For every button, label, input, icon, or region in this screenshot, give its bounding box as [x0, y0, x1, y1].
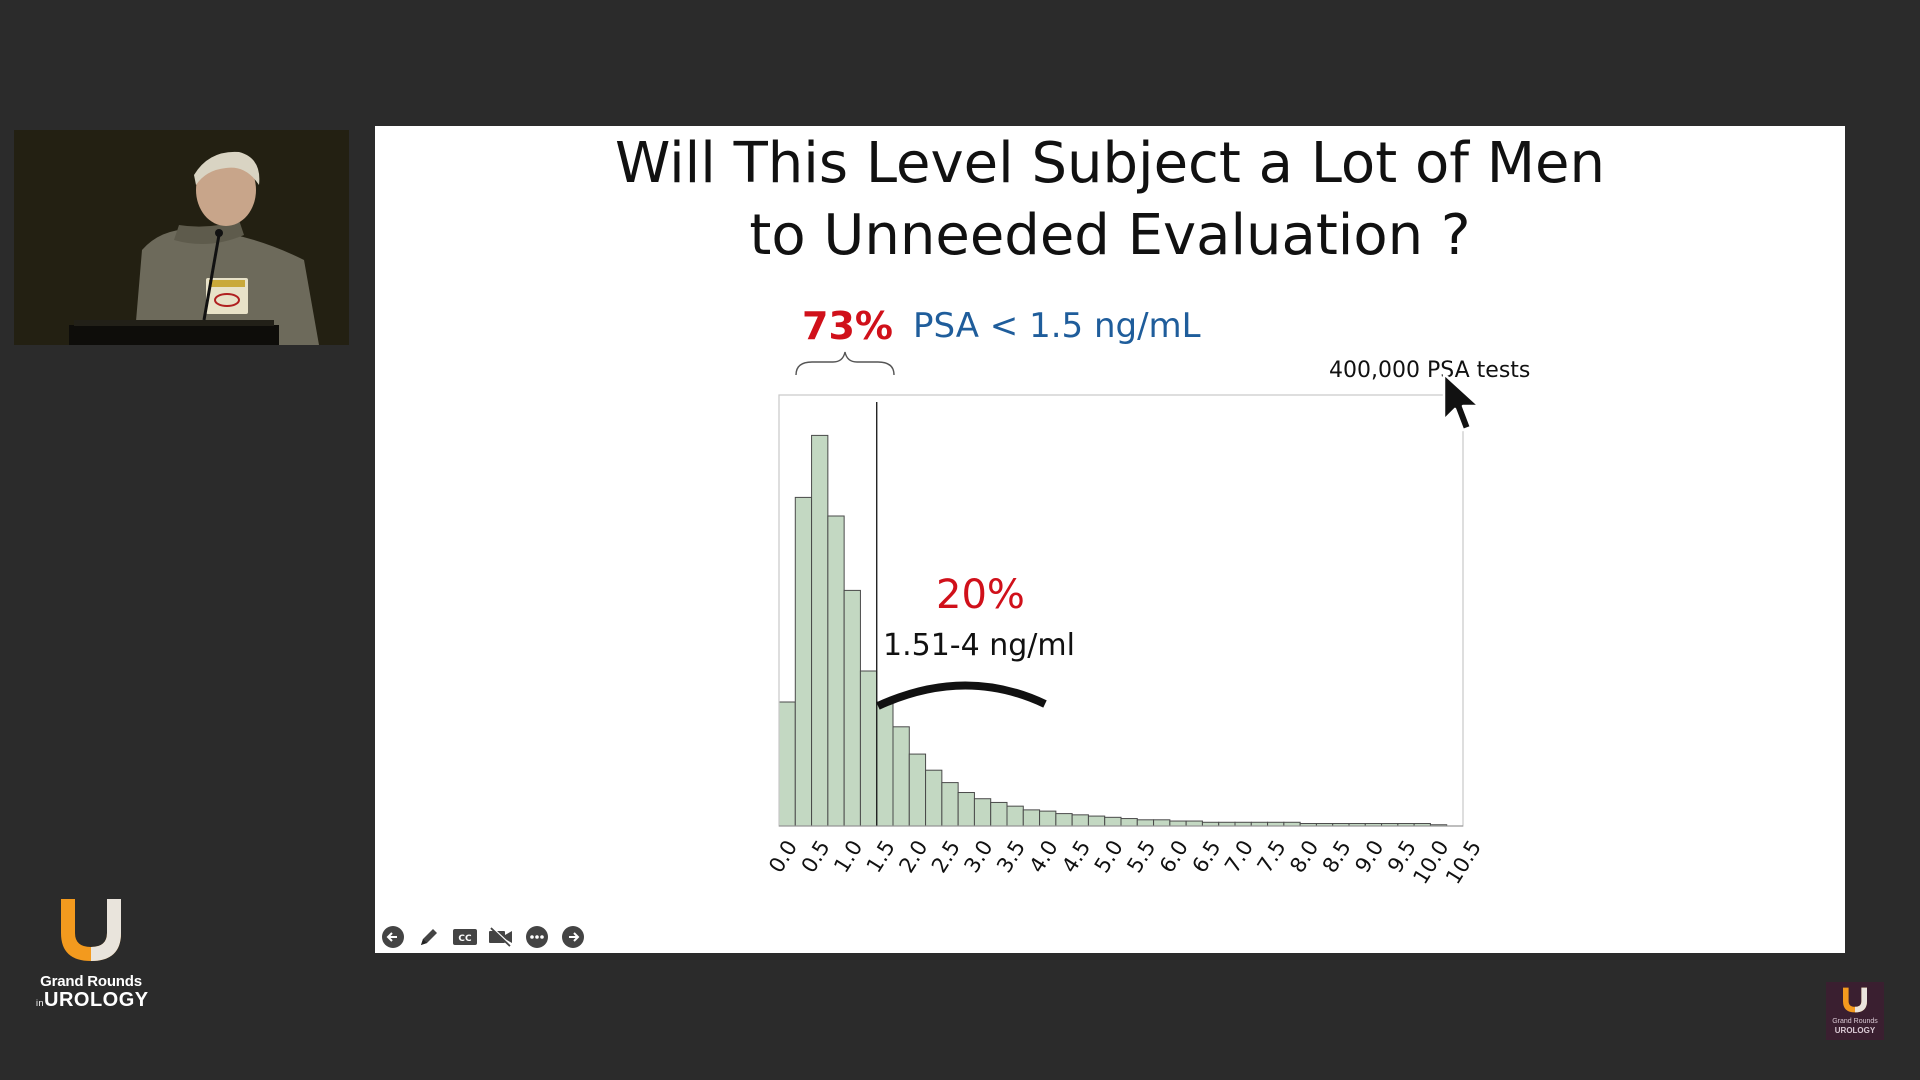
- histogram-axis: [778, 394, 1464, 827]
- histogram-bar: [941, 782, 959, 827]
- histogram-bar: [811, 434, 829, 827]
- arrow-left-icon: [382, 926, 404, 948]
- psa-histogram: 0.00.51.01.52.02.53.03.54.04.55.05.56.06…: [764, 351, 1486, 888]
- histogram-bar: [827, 515, 845, 827]
- x-tick-label: 5.0: [1090, 836, 1128, 877]
- histogram-bar: [1006, 805, 1024, 827]
- x-tick-label: 10.0: [1408, 836, 1453, 888]
- video-off-icon: [489, 926, 512, 947]
- x-tick-label: 8.0: [1285, 836, 1323, 877]
- histogram-bar: [892, 726, 910, 827]
- x-tick-label: 9.0: [1350, 836, 1388, 877]
- x-tick-label: 3.5: [992, 836, 1030, 877]
- x-tick-labels: 0.00.51.01.52.02.53.03.54.04.55.05.56.06…: [764, 836, 1486, 888]
- histogram-bar: [1071, 814, 1089, 827]
- slide-title-line-1: Will This Level Subject a Lot of Men: [614, 131, 1605, 196]
- u-logo-small-icon: [1843, 987, 1867, 1013]
- brand-line-2-text: UROLOGY: [44, 989, 149, 1011]
- x-tick-label: 5.5: [1122, 836, 1160, 877]
- pencil-icon: [421, 929, 437, 945]
- speaker-video: [14, 130, 349, 345]
- x-tick-label: 6.5: [1188, 836, 1226, 877]
- presentation-slide: Will This Level Subject a Lot of Men to …: [375, 126, 1845, 953]
- x-tick-label: 7.0: [1220, 836, 1258, 877]
- arrow-right-icon: [562, 926, 584, 948]
- x-tick-label: 0.0: [764, 836, 802, 877]
- psa-threshold-label: PSA < 1.5 ng/mL: [913, 306, 1201, 346]
- more-options-button[interactable]: [523, 923, 551, 951]
- histogram-bars: [778, 434, 1448, 827]
- histogram-bar: [1185, 820, 1203, 827]
- x-tick-label: 1.5: [862, 836, 900, 877]
- histogram-bar: [908, 753, 927, 827]
- histogram-bar: [794, 496, 813, 827]
- grand-rounds-logo: Grand Rounds inUROLOGY: [36, 895, 149, 1015]
- histogram-bar: [876, 701, 894, 827]
- mid-range-label: 1.51-4 ng/ml: [883, 628, 1075, 663]
- video-toggle-button[interactable]: [487, 923, 515, 951]
- cc-icon: CC: [453, 929, 477, 945]
- histogram-bar: [1039, 810, 1057, 827]
- slide-controls: CC: [379, 922, 587, 952]
- histogram-bar: [1153, 819, 1171, 827]
- percent-mid-psa: 20%: [936, 572, 1025, 618]
- previous-slide-button[interactable]: [379, 923, 407, 951]
- mouse-cursor-icon: [1442, 372, 1481, 432]
- histogram-bar: [990, 801, 1008, 827]
- brace-73-percent: [795, 351, 895, 376]
- percent-low-psa: 73%: [802, 304, 893, 348]
- histogram-bar: [843, 589, 861, 827]
- bracket-20-percent: [876, 681, 1047, 710]
- corner-logo-line-1: Grand Rounds: [1832, 1018, 1878, 1025]
- pen-tool-button[interactable]: [415, 923, 443, 951]
- closed-captions-button[interactable]: CC: [451, 923, 479, 951]
- x-tick-label: 4.0: [1025, 836, 1063, 877]
- x-tick-label: 6.0: [1155, 836, 1193, 877]
- x-tick-label: 2.0: [894, 836, 932, 877]
- x-tick-label: 10.5: [1441, 836, 1486, 888]
- histogram-bar: [925, 769, 943, 827]
- histogram-bar: [859, 670, 878, 827]
- corner-watermark-logo: Grand Rounds UROLOGY: [1826, 982, 1884, 1040]
- x-tick-label: 3.0: [960, 836, 998, 877]
- svg-text:CC: CC: [458, 934, 472, 944]
- histogram-bar: [957, 792, 975, 827]
- histogram-bar: [1087, 815, 1106, 827]
- u-logo-icon: [61, 899, 121, 961]
- x-tick-label: 4.5: [1057, 836, 1095, 877]
- histogram-bar: [1169, 820, 1187, 827]
- slide-title: Will This Level Subject a Lot of Men to …: [375, 128, 1845, 272]
- histogram-bar: [1022, 809, 1041, 827]
- histogram-bar: [1120, 818, 1138, 827]
- corner-logo-line-2: UROLOGY: [1834, 1026, 1876, 1035]
- histogram-bar: [778, 701, 796, 827]
- histogram-bar: [1055, 813, 1073, 827]
- brand-line-2-prefix: in: [36, 998, 45, 1008]
- sample-size-label: 400,000 PSA tests: [1329, 358, 1531, 383]
- x-tick-label: 7.5: [1253, 836, 1291, 877]
- ellipsis-icon: [526, 926, 548, 948]
- x-tick-label: 2.5: [927, 836, 965, 877]
- histogram-bar: [973, 798, 992, 827]
- brand-line-2: inUROLOGY: [36, 989, 149, 1013]
- x-tick-label: 8.5: [1318, 836, 1356, 877]
- x-tick-label: 0.5: [797, 836, 835, 877]
- slide-title-line-2: to Unneeded Evaluation ?: [749, 203, 1471, 268]
- x-tick-label: 1.0: [829, 836, 867, 877]
- next-slide-button[interactable]: [559, 923, 587, 951]
- histogram-bar: [1104, 816, 1122, 827]
- histogram-bar: [1136, 819, 1155, 827]
- brand-line-1: Grand Rounds: [40, 973, 142, 990]
